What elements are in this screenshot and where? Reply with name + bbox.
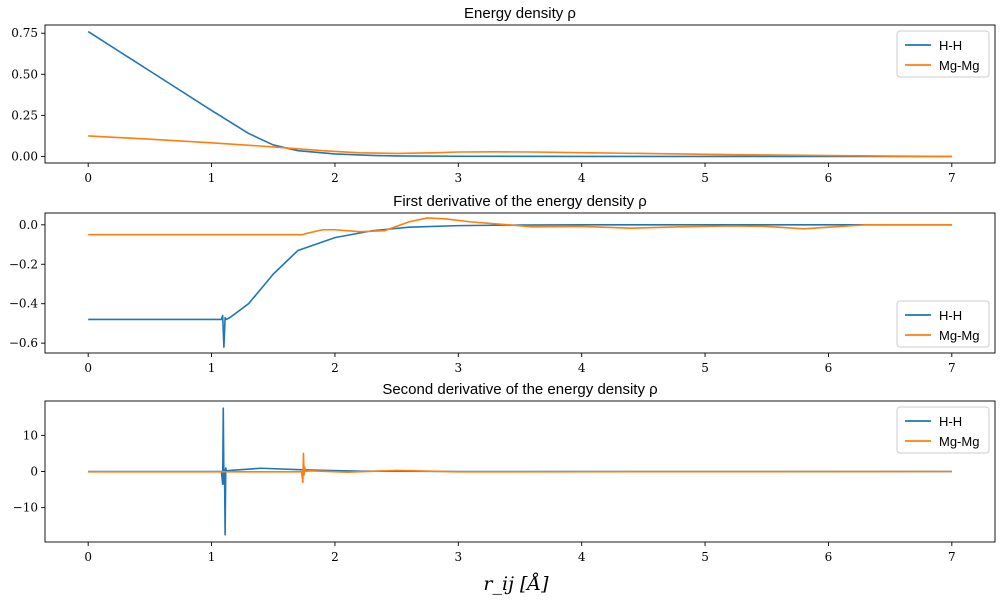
axes-frame — [44, 212, 996, 354]
x-tick-label: 7 — [948, 171, 956, 185]
x-tick-label: 1 — [208, 361, 216, 375]
x-tick-label: 2 — [331, 361, 339, 375]
legend: H-H Mg-Mg — [896, 30, 990, 78]
legend-label: Mg-Mg — [939, 328, 979, 343]
x-tick-label: 5 — [701, 361, 709, 375]
x-tick-label: 3 — [454, 171, 462, 185]
x-tick-label: 1 — [208, 550, 216, 564]
x-tick-label: 6 — [825, 361, 833, 375]
y-tick-label: −0.6 — [9, 336, 38, 350]
legend-label: H-H — [939, 308, 962, 323]
x-tick-label: 3 — [454, 361, 462, 375]
chart-title: First derivative of the energy density ρ — [393, 193, 647, 210]
x-tick-label: 2 — [331, 550, 339, 564]
legend-label: Mg-Mg — [939, 58, 979, 73]
legend-label: H-H — [939, 38, 962, 53]
y-tick-label: 0.0 — [19, 218, 38, 232]
x-axis-label: r_ij [Å] — [483, 573, 549, 595]
series-line-mg-mg — [88, 217, 952, 236]
x-tick-label: 2 — [331, 171, 339, 185]
x-tick-label: 7 — [948, 550, 956, 564]
y-tick-label: −10 — [13, 501, 38, 515]
chart-panel-1: Energy density ρ 0 1 2 3 4 5 6 7 0.00 0.25 0.50 0.75… — [11, 5, 996, 185]
chart-title: Second derivative of the energy density … — [382, 381, 657, 398]
series-line-mg-mg — [88, 135, 952, 158]
x-tick-label: 3 — [454, 550, 462, 564]
chart-panel-2: First derivative of the energy density ρ… — [9, 193, 996, 375]
y-tick-label: 0.75 — [11, 26, 38, 40]
x-tick-label: 0 — [84, 550, 92, 564]
series-line-h-h — [88, 407, 952, 536]
x-tick-label: 6 — [825, 171, 833, 185]
x-tick-label: 4 — [578, 550, 586, 564]
y-tick-label: 0.00 — [11, 149, 38, 163]
chart-title: Energy density ρ — [464, 5, 576, 22]
chart-panel-3: Second derivative of the energy density … — [13, 381, 996, 564]
x-tick-label: 0 — [84, 171, 92, 185]
x-tick-label: 5 — [701, 550, 709, 564]
legend-label: H-H — [939, 414, 962, 429]
legend-label: Mg-Mg — [939, 434, 979, 449]
y-tick-label: −0.4 — [9, 297, 39, 311]
y-tick-label: 0.50 — [11, 67, 38, 81]
x-tick-label: 4 — [578, 171, 586, 185]
series-line-h-h — [88, 224, 952, 348]
x-tick-label: 7 — [948, 361, 956, 375]
x-tick-label: 1 — [208, 171, 216, 185]
axes-frame — [44, 24, 996, 164]
y-tick-label: 0.25 — [11, 108, 38, 122]
x-tick-label: 0 — [84, 361, 92, 375]
y-tick-label: 0 — [30, 465, 38, 479]
series-line-h-h — [87, 30, 952, 158]
legend: H-H Mg-Mg — [896, 406, 990, 454]
series-line-mg-mg — [88, 452, 952, 484]
y-tick-label: 10 — [23, 428, 38, 442]
x-tick-label: 4 — [578, 361, 586, 375]
x-tick-label: 6 — [825, 550, 833, 564]
x-tick-label: 5 — [701, 171, 709, 185]
y-tick-label: −0.2 — [9, 257, 38, 271]
legend: H-H Mg-Mg — [896, 300, 990, 348]
